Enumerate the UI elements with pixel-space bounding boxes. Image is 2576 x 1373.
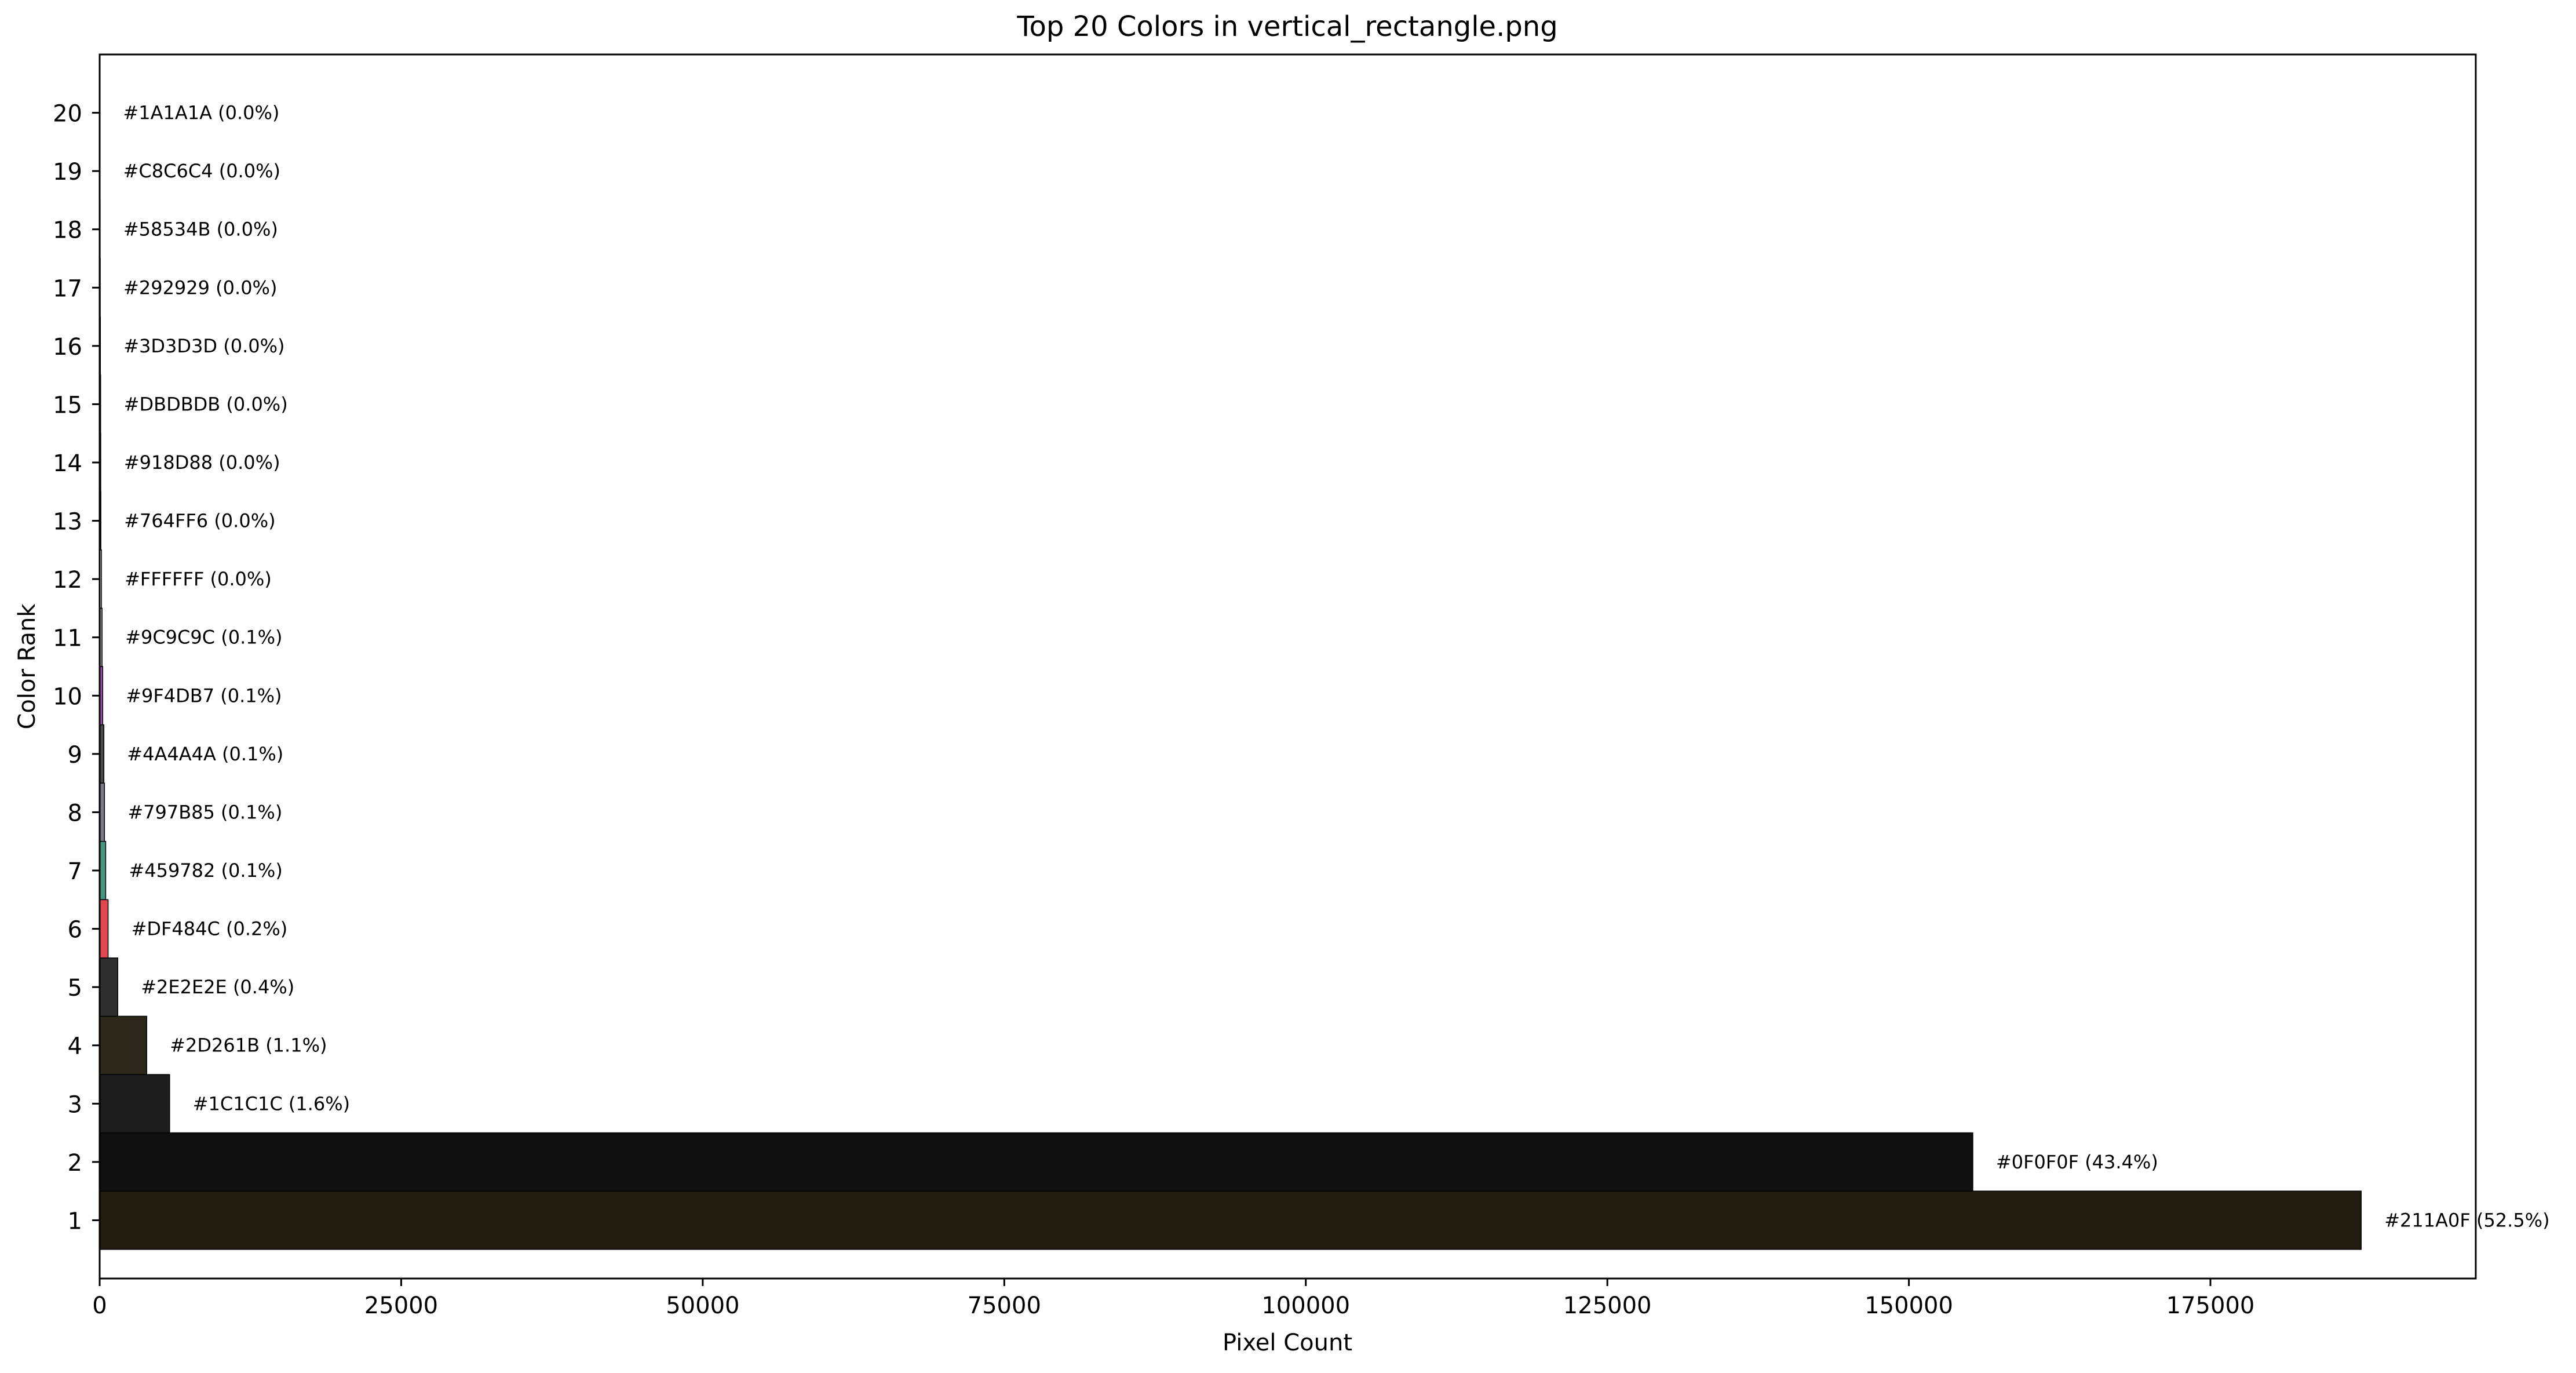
y-tick-label-8: 8 xyxy=(68,800,82,826)
x-axis: 0 25000 50000 75000 100000 125000 150000 175000 xyxy=(92,1279,2254,1319)
bar-label-rank-8: #797B85 (0.1%) xyxy=(127,801,282,823)
x-tick-label-150000: 150000 xyxy=(1865,1292,1953,1319)
bar-label-rank-1: #211A0F (52.5%) xyxy=(2384,1209,2549,1231)
y-tick-label-18: 18 xyxy=(53,217,82,244)
y-axis-label: Color Rank xyxy=(14,603,41,730)
x-tick-label-175000: 175000 xyxy=(2166,1292,2255,1319)
bar-label-rank-4: #2D261B (1.1%) xyxy=(170,1035,327,1057)
y-tick-label-15: 15 xyxy=(53,392,82,418)
y-tick-label-10: 10 xyxy=(53,683,82,710)
y-tick-label-1: 1 xyxy=(68,1208,82,1234)
bar-label-rank-2: #0F0F0F (43.4%) xyxy=(1996,1151,2158,1173)
bar-labels-layer: #211A0F (52.5%) #0F0F0F (43.4%) #1C1C1C (1… xyxy=(123,102,2549,1232)
bar-rank-7 xyxy=(99,840,107,901)
y-tick-label-4: 4 xyxy=(68,1033,82,1060)
y-tick-label-2: 2 xyxy=(68,1150,82,1177)
bar-label-rank-20: #1A1A1A (0.0%) xyxy=(123,102,279,124)
y-tick-label-11: 11 xyxy=(53,625,82,652)
y-tick-label-12: 12 xyxy=(53,567,82,593)
y-tick-label-20: 20 xyxy=(53,101,82,128)
y-tick-label-13: 13 xyxy=(53,509,82,536)
bar-label-rank-14: #918D88 (0.0%) xyxy=(124,451,280,474)
bar-label-rank-6: #DF484C (0.2%) xyxy=(132,918,288,940)
bar-label-rank-11: #9C9C9C (0.1%) xyxy=(125,627,282,649)
bars-layer xyxy=(99,83,2362,1250)
bar-label-rank-19: #C8C6C4 (0.0%) xyxy=(123,160,280,182)
bar-label-rank-13: #764FF6 (0.0%) xyxy=(124,510,276,532)
y-tick-label-3: 3 xyxy=(68,1091,82,1118)
bar-label-rank-7: #459782 (0.1%) xyxy=(129,860,282,882)
y-tick-label-9: 9 xyxy=(68,742,82,769)
x-tick-label-125000: 125000 xyxy=(1563,1292,1652,1319)
plot-area-frame xyxy=(98,53,2477,1280)
bar-label-rank-18: #58534B (0.0%) xyxy=(123,218,278,241)
bar-label-rank-15: #DBDBDB (0.0%) xyxy=(124,393,288,415)
bar-rank-5 xyxy=(99,957,118,1017)
bar-label-rank-16: #3D3D3D (0.0%) xyxy=(123,335,284,357)
bar-rank-2 xyxy=(99,1132,1973,1192)
y-tick-label-16: 16 xyxy=(53,334,82,360)
bar-label-rank-12: #FFFFFF (0.0%) xyxy=(125,568,272,590)
y-tick-label-6: 6 xyxy=(68,917,82,944)
bar-label-rank-3: #1C1C1C (1.6%) xyxy=(193,1092,350,1115)
bar-rank-4 xyxy=(99,1015,147,1075)
x-tick-label-100000: 100000 xyxy=(1261,1292,1350,1319)
y-tick-label-5: 5 xyxy=(68,975,82,1001)
bar-label-rank-9: #4A4A4A (0.1%) xyxy=(127,743,283,765)
x-tick-label-75000: 75000 xyxy=(968,1292,1041,1319)
x-tick-label-25000: 25000 xyxy=(364,1292,438,1319)
y-tick-label-19: 19 xyxy=(53,159,82,185)
x-tick-label-0: 0 xyxy=(92,1292,107,1319)
y-tick-label-14: 14 xyxy=(53,450,82,477)
bar-rank-3 xyxy=(99,1074,170,1134)
chart-title: Top 20 Colors in vertical_rectangle.png xyxy=(1016,10,1557,43)
bar-label-rank-5: #2E2E2E (0.4%) xyxy=(141,976,294,998)
bar-rank-1 xyxy=(99,1190,2362,1250)
bar-label-rank-17: #292929 (0.0%) xyxy=(123,276,277,298)
bar-label-rank-10: #9F4DB7 (0.1%) xyxy=(126,684,282,706)
bar-rank-6 xyxy=(99,899,109,959)
x-axis-label: Pixel Count xyxy=(1223,1330,1352,1356)
x-tick-label-50000: 50000 xyxy=(666,1292,739,1319)
y-tick-label-17: 17 xyxy=(53,275,82,302)
y-tick-label-7: 7 xyxy=(68,858,82,885)
